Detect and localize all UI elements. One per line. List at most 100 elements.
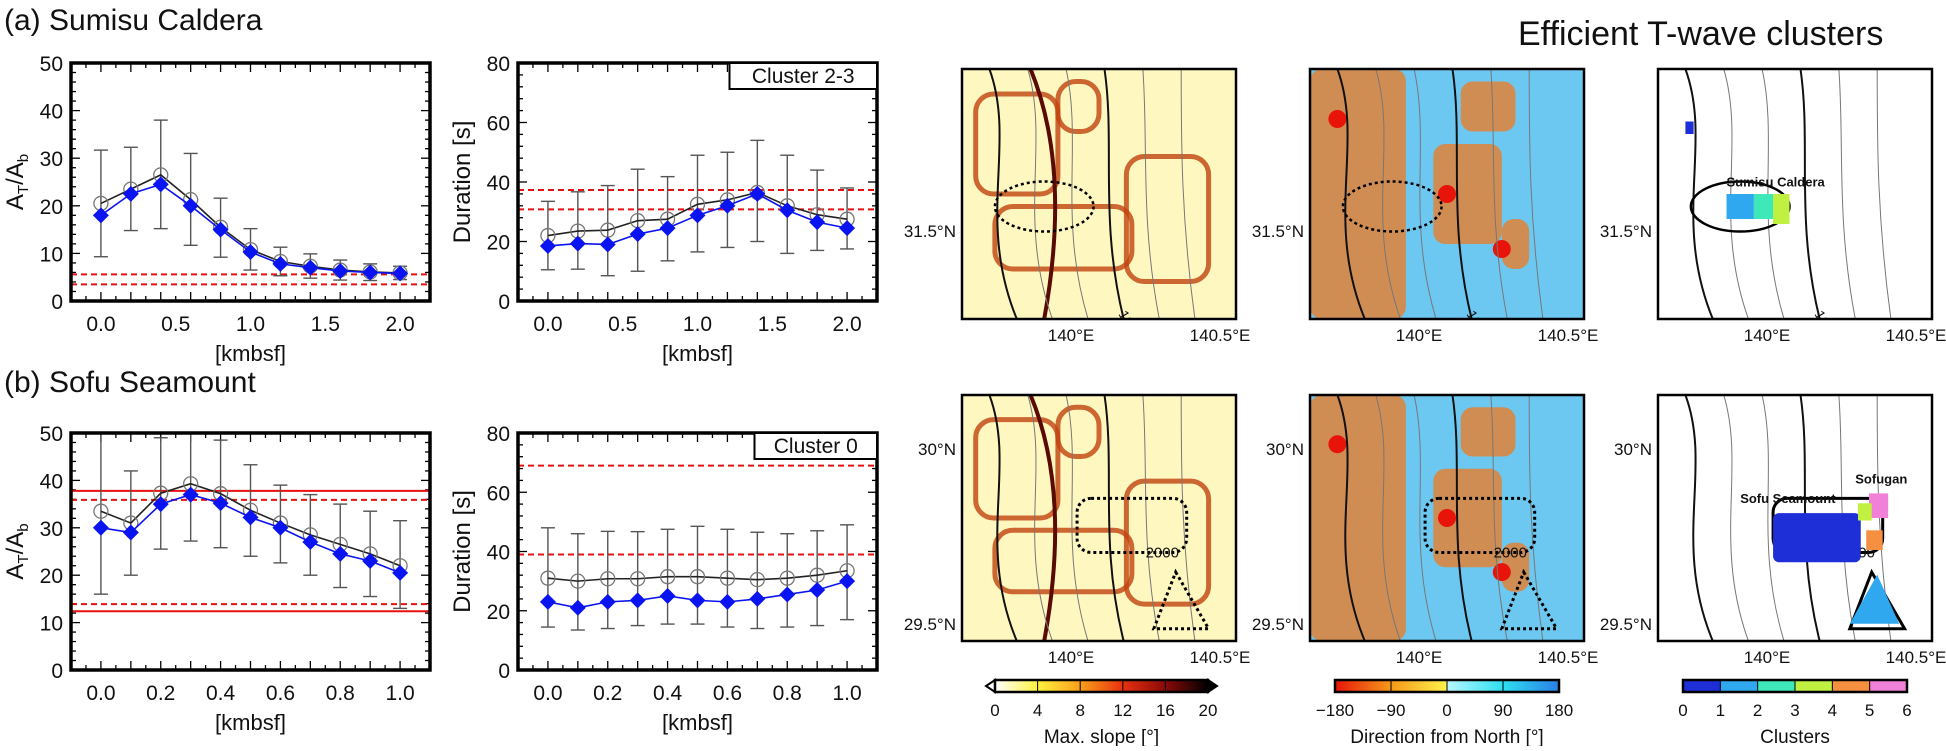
y-tick-label: 60 <box>487 113 510 136</box>
x-tick-label: 0.6 <box>266 682 295 705</box>
y-tick-label: 20 <box>487 232 510 255</box>
x-axis-label: [kmbsf] <box>662 341 733 366</box>
data-point-circle <box>779 570 795 586</box>
place-label-sofugan: Sofugan <box>1855 472 1907 487</box>
seamount-outline <box>1423 496 1537 554</box>
x-tick-label: 1.0 <box>832 682 861 705</box>
bathymetry-contour <box>1490 69 1508 319</box>
panel-a-title: (a) Sumisu Caldera <box>4 4 263 37</box>
slope-ridge <box>992 204 1135 272</box>
slope-ridge <box>992 527 1135 595</box>
colorbar-tick-label: 0 <box>1442 701 1451 720</box>
cluster-0-area <box>1685 121 1694 134</box>
data-point-diamond <box>92 519 109 536</box>
map-frame <box>1308 67 1586 321</box>
direction-patch <box>1438 509 1456 527</box>
cluster-label: Cluster 0 <box>774 435 858 458</box>
panel-b-title: (b) Sofu Seamount <box>4 366 256 399</box>
cluster-3-area <box>1773 194 1790 224</box>
y-axis-label: Duration [s] <box>449 490 476 613</box>
plot-frame <box>69 431 432 672</box>
y-axis-label: Duration [s] <box>449 121 476 244</box>
data-point-diamond <box>779 586 796 603</box>
bathymetry-contour <box>1799 69 1821 319</box>
colorbar-tick-label: 4 <box>1828 701 1837 720</box>
bathymetry-contour <box>1490 395 1508 641</box>
colorbar-swatch <box>1795 680 1833 692</box>
longitude-label: 140.5°E <box>1886 326 1946 345</box>
colorbar-tick-label: 0 <box>990 701 999 720</box>
data-point-diamond <box>809 214 826 231</box>
x-tick-label: 0.6 <box>713 682 742 705</box>
y-tick-label: 30 <box>40 518 63 541</box>
map-frame <box>1656 393 1934 643</box>
data-point-diamond <box>302 534 319 551</box>
data-point-diamond <box>392 564 409 581</box>
colorbar-2: 0 1 2 3 4 5 6 Clusters <box>1678 678 1912 748</box>
bathymetry-contour <box>1876 69 1892 319</box>
data-point-diamond <box>659 587 676 604</box>
direction-patch <box>1438 185 1456 203</box>
data-point-diamond <box>539 237 556 254</box>
data-point-circle <box>93 503 109 519</box>
y-axis-label: AT/Ab <box>2 523 32 579</box>
data-point-diamond <box>362 264 379 281</box>
slope-scarp <box>1028 395 1058 641</box>
bathymetry-contour <box>1451 395 1473 641</box>
bathymetry-contour <box>988 395 1018 641</box>
data-point-diamond <box>92 207 109 224</box>
x-tick-label: 0.0 <box>86 313 115 336</box>
colorbar-swatch <box>1720 680 1758 692</box>
colorbar-tick-label: 2 <box>1753 701 1762 720</box>
data-point-diamond <box>272 255 289 272</box>
x-axis-label: [kmbsf] <box>215 341 286 366</box>
bathymetry-contour <box>988 69 1018 319</box>
data-point-diamond <box>839 220 856 237</box>
y-tick-label: 0 <box>51 291 63 314</box>
cluster-2-area <box>1753 194 1776 219</box>
cluster-label-box <box>753 432 878 460</box>
latitude-label: 29.5°N <box>1252 615 1304 634</box>
data-point-diamond <box>839 573 856 590</box>
map-b-clusters: 2000Sofu SeamountSofugan30°N29.5°N140°E1… <box>1600 393 1946 667</box>
y-tick-label: 20 <box>40 565 63 588</box>
cluster-4-area <box>1866 530 1883 550</box>
bathymetry-contour <box>1027 69 1053 319</box>
chart-b-duration: 0 20 40 60 80 0.0 0.2 0.4 0.6 0.8 1.0 [kmbsf] Durati… <box>449 423 879 735</box>
bathymetry-contour <box>1103 69 1125 319</box>
data-point-diamond <box>779 202 796 219</box>
x-tick-label: 0.0 <box>533 682 562 705</box>
bathymetry-contour <box>1684 395 1714 641</box>
latitude-label: 30°N <box>1266 440 1304 459</box>
data-point-circle <box>749 571 765 588</box>
data-point-diamond <box>719 197 736 214</box>
y-tick-label: 80 <box>487 423 510 446</box>
data-point-diamond <box>152 496 169 513</box>
map-content: 1000 <box>1310 69 1544 319</box>
longitude-label: 140°E <box>1744 648 1791 667</box>
direction-patch <box>1492 240 1511 258</box>
colorbar-title: Max. slope [°] <box>1044 727 1159 746</box>
colorbar-tick-label: 0 <box>1678 701 1687 720</box>
direction-patch <box>1501 219 1530 269</box>
y-tick-label: 30 <box>40 148 63 171</box>
x-tick-label: 0.2 <box>593 682 622 705</box>
latitude-label: 31.5°N <box>1600 222 1652 241</box>
data-point-diamond <box>272 519 289 536</box>
map-frame <box>960 393 1238 643</box>
y-tick-label: 0 <box>498 660 510 683</box>
cluster-0-area <box>1773 513 1861 563</box>
latitude-label: 30°N <box>1614 440 1652 459</box>
direction-patch <box>1328 110 1347 128</box>
x-tick-label: 0.2 <box>146 682 175 705</box>
bathymetry-contour <box>1142 69 1160 319</box>
x-tick-label: 2.0 <box>385 313 414 336</box>
bathymetry-contour <box>1027 395 1053 641</box>
longitude-label: 140.5°E <box>1538 648 1599 667</box>
bathymetry-contour <box>1528 69 1544 319</box>
colorbar-tick-label: 8 <box>1075 701 1084 720</box>
data-point-diamond <box>599 593 616 610</box>
